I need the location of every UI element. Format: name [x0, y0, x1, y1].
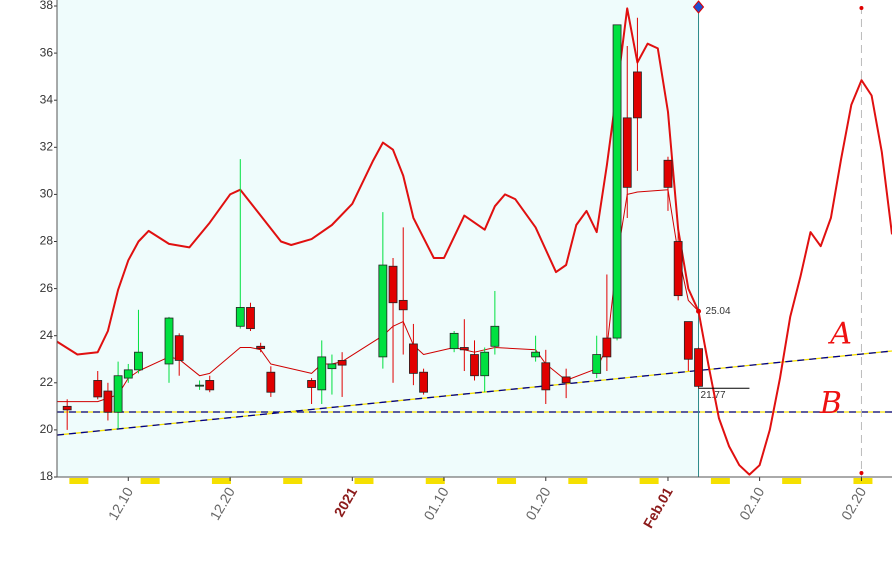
- weekend-marker: [425, 478, 445, 484]
- candle-body: [103, 390, 113, 413]
- candle-body: [459, 347, 469, 351]
- candle-body: [307, 380, 316, 388]
- candle-body: [480, 351, 490, 377]
- candle-body: [93, 380, 103, 398]
- candle-body: [317, 356, 327, 391]
- y-tick-label: 18: [40, 469, 54, 483]
- y-tick-label: 32: [40, 139, 54, 153]
- candle-body: [592, 354, 602, 374]
- candle-body: [490, 325, 500, 347]
- candle-body: [134, 351, 143, 371]
- weekend-marker: [69, 478, 89, 484]
- y-tick-label: 36: [40, 45, 54, 59]
- candle-body: [246, 307, 255, 330]
- weekend-marker: [211, 478, 231, 484]
- x-tick-label: 2021: [331, 484, 361, 519]
- candle-body: [561, 376, 571, 384]
- candle-body: [633, 71, 642, 119]
- candle-body: [164, 317, 174, 365]
- weekend-marker: [782, 478, 802, 484]
- y-tick-label: 34: [40, 92, 54, 106]
- weekend-marker: [568, 478, 588, 484]
- candle-body: [378, 264, 388, 358]
- x-tick-label: 02.10: [736, 484, 767, 523]
- candle-body: [205, 380, 215, 391]
- candle-body: [673, 241, 683, 297]
- weekend-marker: [497, 478, 517, 484]
- candle-body: [327, 363, 337, 370]
- y-tick-label: 30: [40, 187, 54, 201]
- candle-body: [449, 332, 459, 350]
- weekend-marker: [283, 478, 303, 484]
- candle-body: [531, 351, 540, 358]
- y-tick-label: 24: [40, 328, 54, 342]
- y-tick-label: 22: [40, 375, 54, 389]
- line-series: [56, 7, 892, 476]
- x-tick-label: 01.20: [522, 484, 553, 523]
- marker-label: 25.04: [706, 306, 731, 317]
- candle-body: [235, 307, 245, 327]
- candle-body: [694, 348, 703, 387]
- candle-body: [174, 335, 184, 361]
- vline-diamond: [692, 0, 705, 14]
- candle-body: [398, 299, 408, 311]
- x-tick-label: 02.20: [838, 484, 869, 523]
- level-label: 21.77: [701, 390, 726, 401]
- candle-body: [409, 343, 418, 374]
- y-tick-label: 20: [40, 422, 54, 436]
- candle-body: [113, 375, 123, 413]
- candle-body: [62, 405, 72, 411]
- weekend-marker: [710, 478, 730, 484]
- y-tick-label: 26: [40, 281, 54, 295]
- weekend-marker: [639, 478, 659, 484]
- candle-body: [541, 362, 551, 391]
- candle-body: [256, 345, 266, 350]
- marker-dot: [696, 308, 702, 314]
- candle-body: [470, 354, 479, 377]
- x-tick-label: 12.10: [105, 484, 136, 523]
- annotation: A: [827, 317, 852, 352]
- candle-body: [266, 371, 276, 393]
- candle-body: [337, 360, 347, 366]
- y-tick-label: 38: [40, 0, 54, 12]
- candle-body: [388, 265, 398, 304]
- weekend-marker: [354, 478, 374, 484]
- weekend-marker: [140, 478, 160, 484]
- candle-body: [622, 117, 632, 188]
- x-tick-label: 01.10: [420, 484, 451, 523]
- shaded-region: [57, 0, 699, 477]
- weekend-marker: [853, 478, 873, 484]
- vline-end: [859, 471, 864, 475]
- y-tick-label: 28: [40, 234, 54, 248]
- candle-body: [419, 371, 428, 393]
- vline-end: [859, 6, 864, 10]
- annotation: B: [819, 386, 842, 421]
- x-tick-label: Feb.01: [640, 484, 676, 531]
- candle-body: [195, 384, 204, 387]
- candle-body: [123, 369, 133, 379]
- x-tick-label: 12.20: [207, 484, 238, 523]
- candle-body: [612, 24, 622, 339]
- candle-body: [683, 321, 693, 360]
- candle-body: [663, 159, 673, 188]
- candle-body: [602, 337, 612, 358]
- trendline: [56, 350, 892, 436]
